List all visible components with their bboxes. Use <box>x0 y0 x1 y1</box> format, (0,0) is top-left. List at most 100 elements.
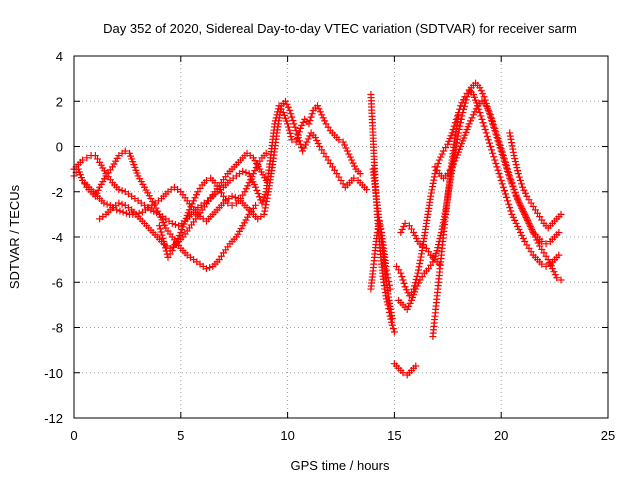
data-point <box>319 114 327 122</box>
data-point <box>520 186 528 194</box>
data-point <box>427 192 435 200</box>
data-point <box>523 215 531 223</box>
data-point <box>465 120 473 128</box>
data-point <box>555 251 563 259</box>
data-point <box>515 173 523 181</box>
data-point <box>494 135 502 143</box>
data-point <box>542 262 550 270</box>
series-satellite-track-1 <box>70 147 260 273</box>
data-point <box>524 216 532 224</box>
data-point <box>305 120 313 128</box>
y-axis-label: SDTVAR / TECUs <box>7 184 22 289</box>
data-point <box>457 102 465 110</box>
data-point <box>399 369 407 377</box>
series-satellite-track-7 <box>367 217 394 293</box>
data-point <box>476 84 484 92</box>
data-point <box>412 276 420 284</box>
data-point <box>284 123 292 131</box>
data-point <box>506 132 514 140</box>
data-point <box>504 165 512 173</box>
data-point <box>485 108 493 116</box>
data-point <box>239 167 247 175</box>
data-point <box>263 194 271 202</box>
data-point <box>507 135 515 143</box>
data-point <box>162 247 170 255</box>
data-point <box>284 103 292 111</box>
series-satellite-track-6 <box>367 90 398 336</box>
data-point <box>351 162 359 170</box>
data-point <box>261 204 269 212</box>
data-point <box>252 164 260 172</box>
data-point <box>262 201 270 209</box>
data-point <box>286 129 294 137</box>
series-satellite-track-15 <box>506 129 565 232</box>
data-point <box>489 118 497 126</box>
data-point <box>510 185 518 193</box>
data-point <box>507 175 515 183</box>
data-point <box>308 110 316 118</box>
data-point <box>497 145 505 153</box>
data-point <box>406 299 414 307</box>
data-point <box>341 141 349 149</box>
data-point <box>504 197 512 205</box>
data-point <box>202 176 210 184</box>
data-point <box>499 152 507 160</box>
grid-layer <box>74 56 608 418</box>
series-satellite-track-11 <box>393 86 563 300</box>
data-point <box>228 192 236 200</box>
data-point <box>301 141 309 149</box>
y-tick-label: 2 <box>56 94 63 109</box>
data-point <box>314 139 322 147</box>
data-point <box>300 144 308 152</box>
data-point <box>299 118 307 126</box>
data-point <box>414 269 422 277</box>
data-point <box>530 230 538 238</box>
data-point <box>296 124 304 132</box>
data-point <box>248 173 256 181</box>
data-point <box>304 135 312 143</box>
data-point <box>427 189 435 197</box>
data-point <box>83 154 91 162</box>
data-point <box>171 241 179 249</box>
data-point <box>241 188 249 196</box>
data-point <box>521 189 529 197</box>
data-point <box>298 121 306 129</box>
data-point <box>551 271 559 279</box>
data-point <box>160 238 168 246</box>
data-point <box>417 253 425 261</box>
data-point <box>519 207 527 215</box>
data-point <box>401 283 409 291</box>
data-point <box>509 148 517 156</box>
data-point <box>481 126 489 134</box>
data-point <box>306 132 314 140</box>
data-point <box>469 111 477 119</box>
data-point <box>488 146 496 154</box>
data-point <box>254 190 262 198</box>
data-point <box>389 325 397 333</box>
data-point <box>477 87 485 95</box>
data-point <box>544 256 552 264</box>
y-tick-label: -4 <box>51 230 63 245</box>
data-point <box>497 176 505 184</box>
data-point <box>508 210 516 218</box>
data-point <box>190 197 198 205</box>
series-satellite-track-9 <box>390 360 420 379</box>
data-point <box>398 225 406 233</box>
data-point <box>508 142 516 150</box>
data-point <box>412 235 420 243</box>
series-satellite-track-5 <box>155 149 270 261</box>
data-point <box>100 199 108 207</box>
y-tick-label: -10 <box>44 366 63 381</box>
data-point <box>116 207 124 215</box>
data-point <box>514 167 522 175</box>
data-point <box>315 105 323 113</box>
data-point <box>521 212 529 220</box>
data-point <box>484 136 492 144</box>
data-point <box>412 362 420 370</box>
data-point <box>398 273 406 281</box>
data-point <box>245 179 253 187</box>
y-tick-label: -8 <box>51 321 63 336</box>
data-point <box>440 216 448 224</box>
data-point <box>500 155 508 163</box>
